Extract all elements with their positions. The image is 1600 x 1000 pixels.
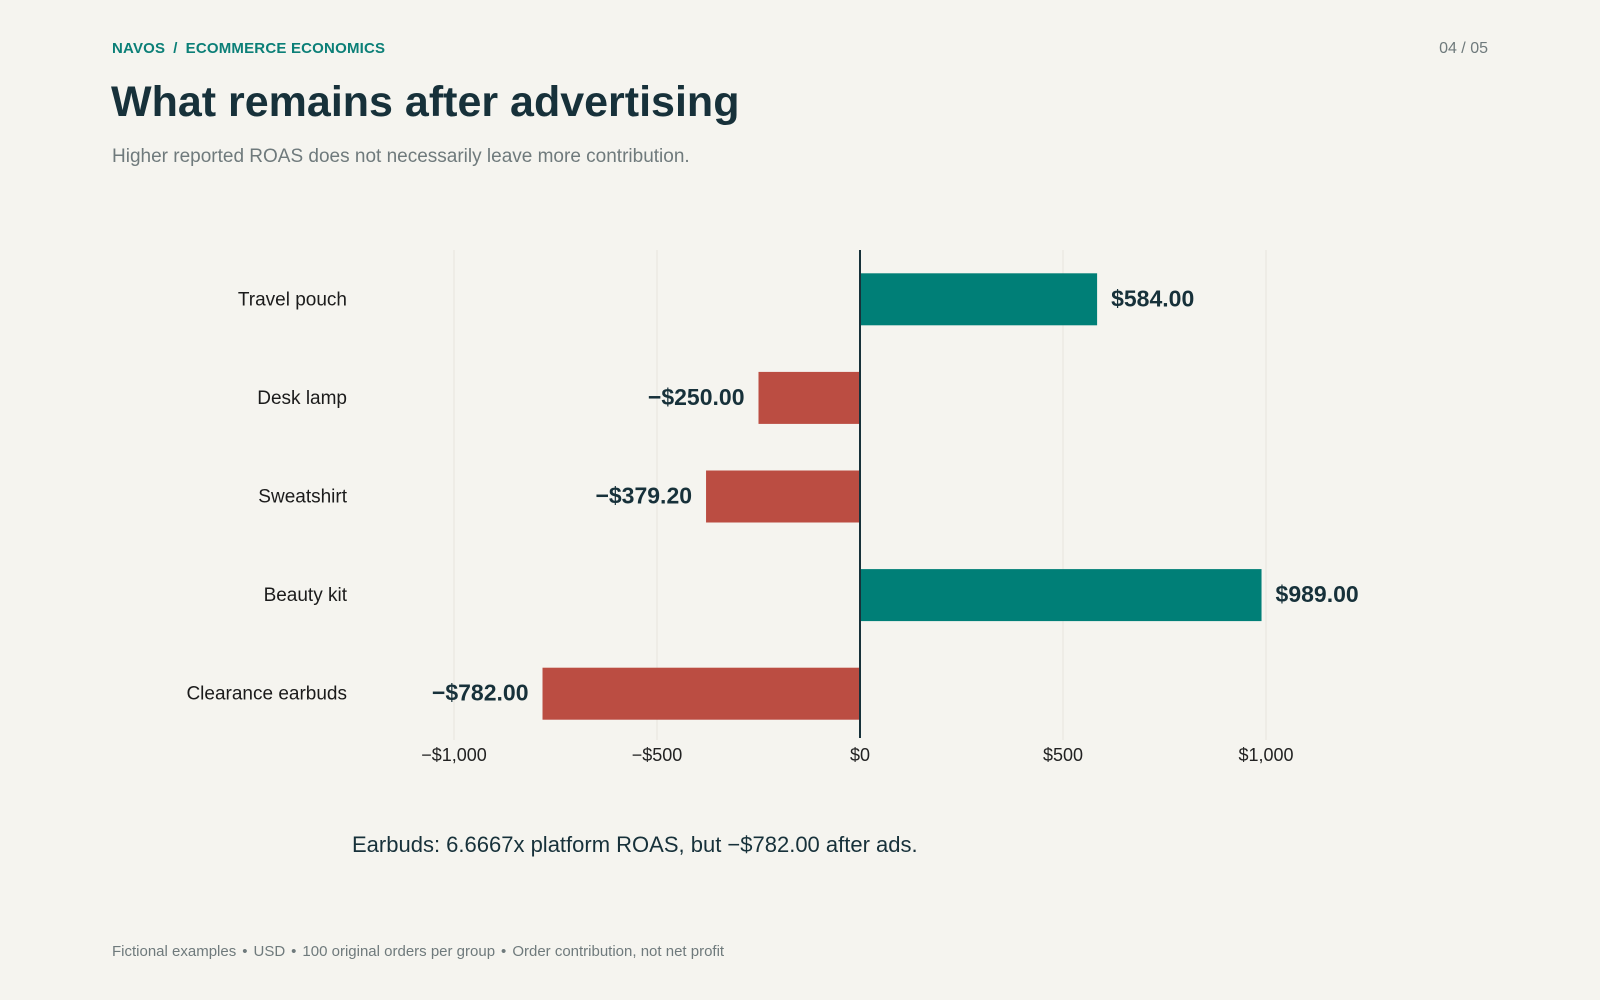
contribution-bar-chart: −$1,000 −$500 $0 $500 $1,000 Travel pouch $584…: [186, 250, 1359, 765]
category-label: Travel pouch: [238, 289, 347, 310]
value-label: −$250.00: [648, 384, 745, 410]
category-label: Desk lamp: [257, 388, 347, 409]
breadcrumb-separator: /: [173, 40, 178, 57]
footnote: Fictional examples • USD • 100 original orde…: [112, 943, 724, 960]
value-label: −$379.20: [595, 483, 692, 509]
breadcrumb-section: ECOMMERCE ECONOMICS: [185, 40, 386, 57]
bar: [860, 569, 1262, 622]
value-label: −$782.00: [432, 680, 529, 706]
x-tick-label: $1,000: [1238, 745, 1293, 765]
footnote-item: Fictional examples: [112, 943, 237, 960]
breadcrumb-brand: NAVOS: [112, 40, 166, 57]
footnote-separator: •: [242, 943, 248, 960]
bar: [860, 273, 1098, 326]
page-subtitle: Higher reported ROAS does not necessaril…: [112, 146, 690, 167]
category-label: Beauty kit: [264, 585, 348, 606]
x-tick-label: −$500: [632, 745, 683, 765]
x-tick-label: $0: [850, 745, 870, 765]
footnote-item: Order contribution, not net profit: [512, 943, 725, 960]
chart-annotation: Earbuds: 6.6667x platform ROAS, but −$78…: [352, 832, 918, 857]
value-label: $989.00: [1276, 581, 1359, 607]
footnote-separator: •: [501, 943, 507, 960]
value-label: $584.00: [1111, 285, 1194, 311]
footnote-item: USD: [253, 943, 286, 960]
x-tick-label: $500: [1043, 745, 1083, 765]
footnote-separator: •: [291, 943, 297, 960]
page-title: What remains after advertising: [111, 78, 740, 126]
breadcrumb: NAVOS / ECOMMERCE ECONOMICS: [112, 40, 385, 57]
x-tick-label: −$1,000: [421, 745, 487, 765]
category-label: Sweatshirt: [258, 487, 347, 508]
bar: [542, 667, 860, 720]
bar: [758, 371, 860, 424]
page-indicator: 04 / 05: [1439, 40, 1488, 57]
bar: [706, 470, 860, 523]
category-label: Clearance earbuds: [186, 684, 347, 705]
footnote-item: 100 original orders per group: [302, 943, 496, 960]
